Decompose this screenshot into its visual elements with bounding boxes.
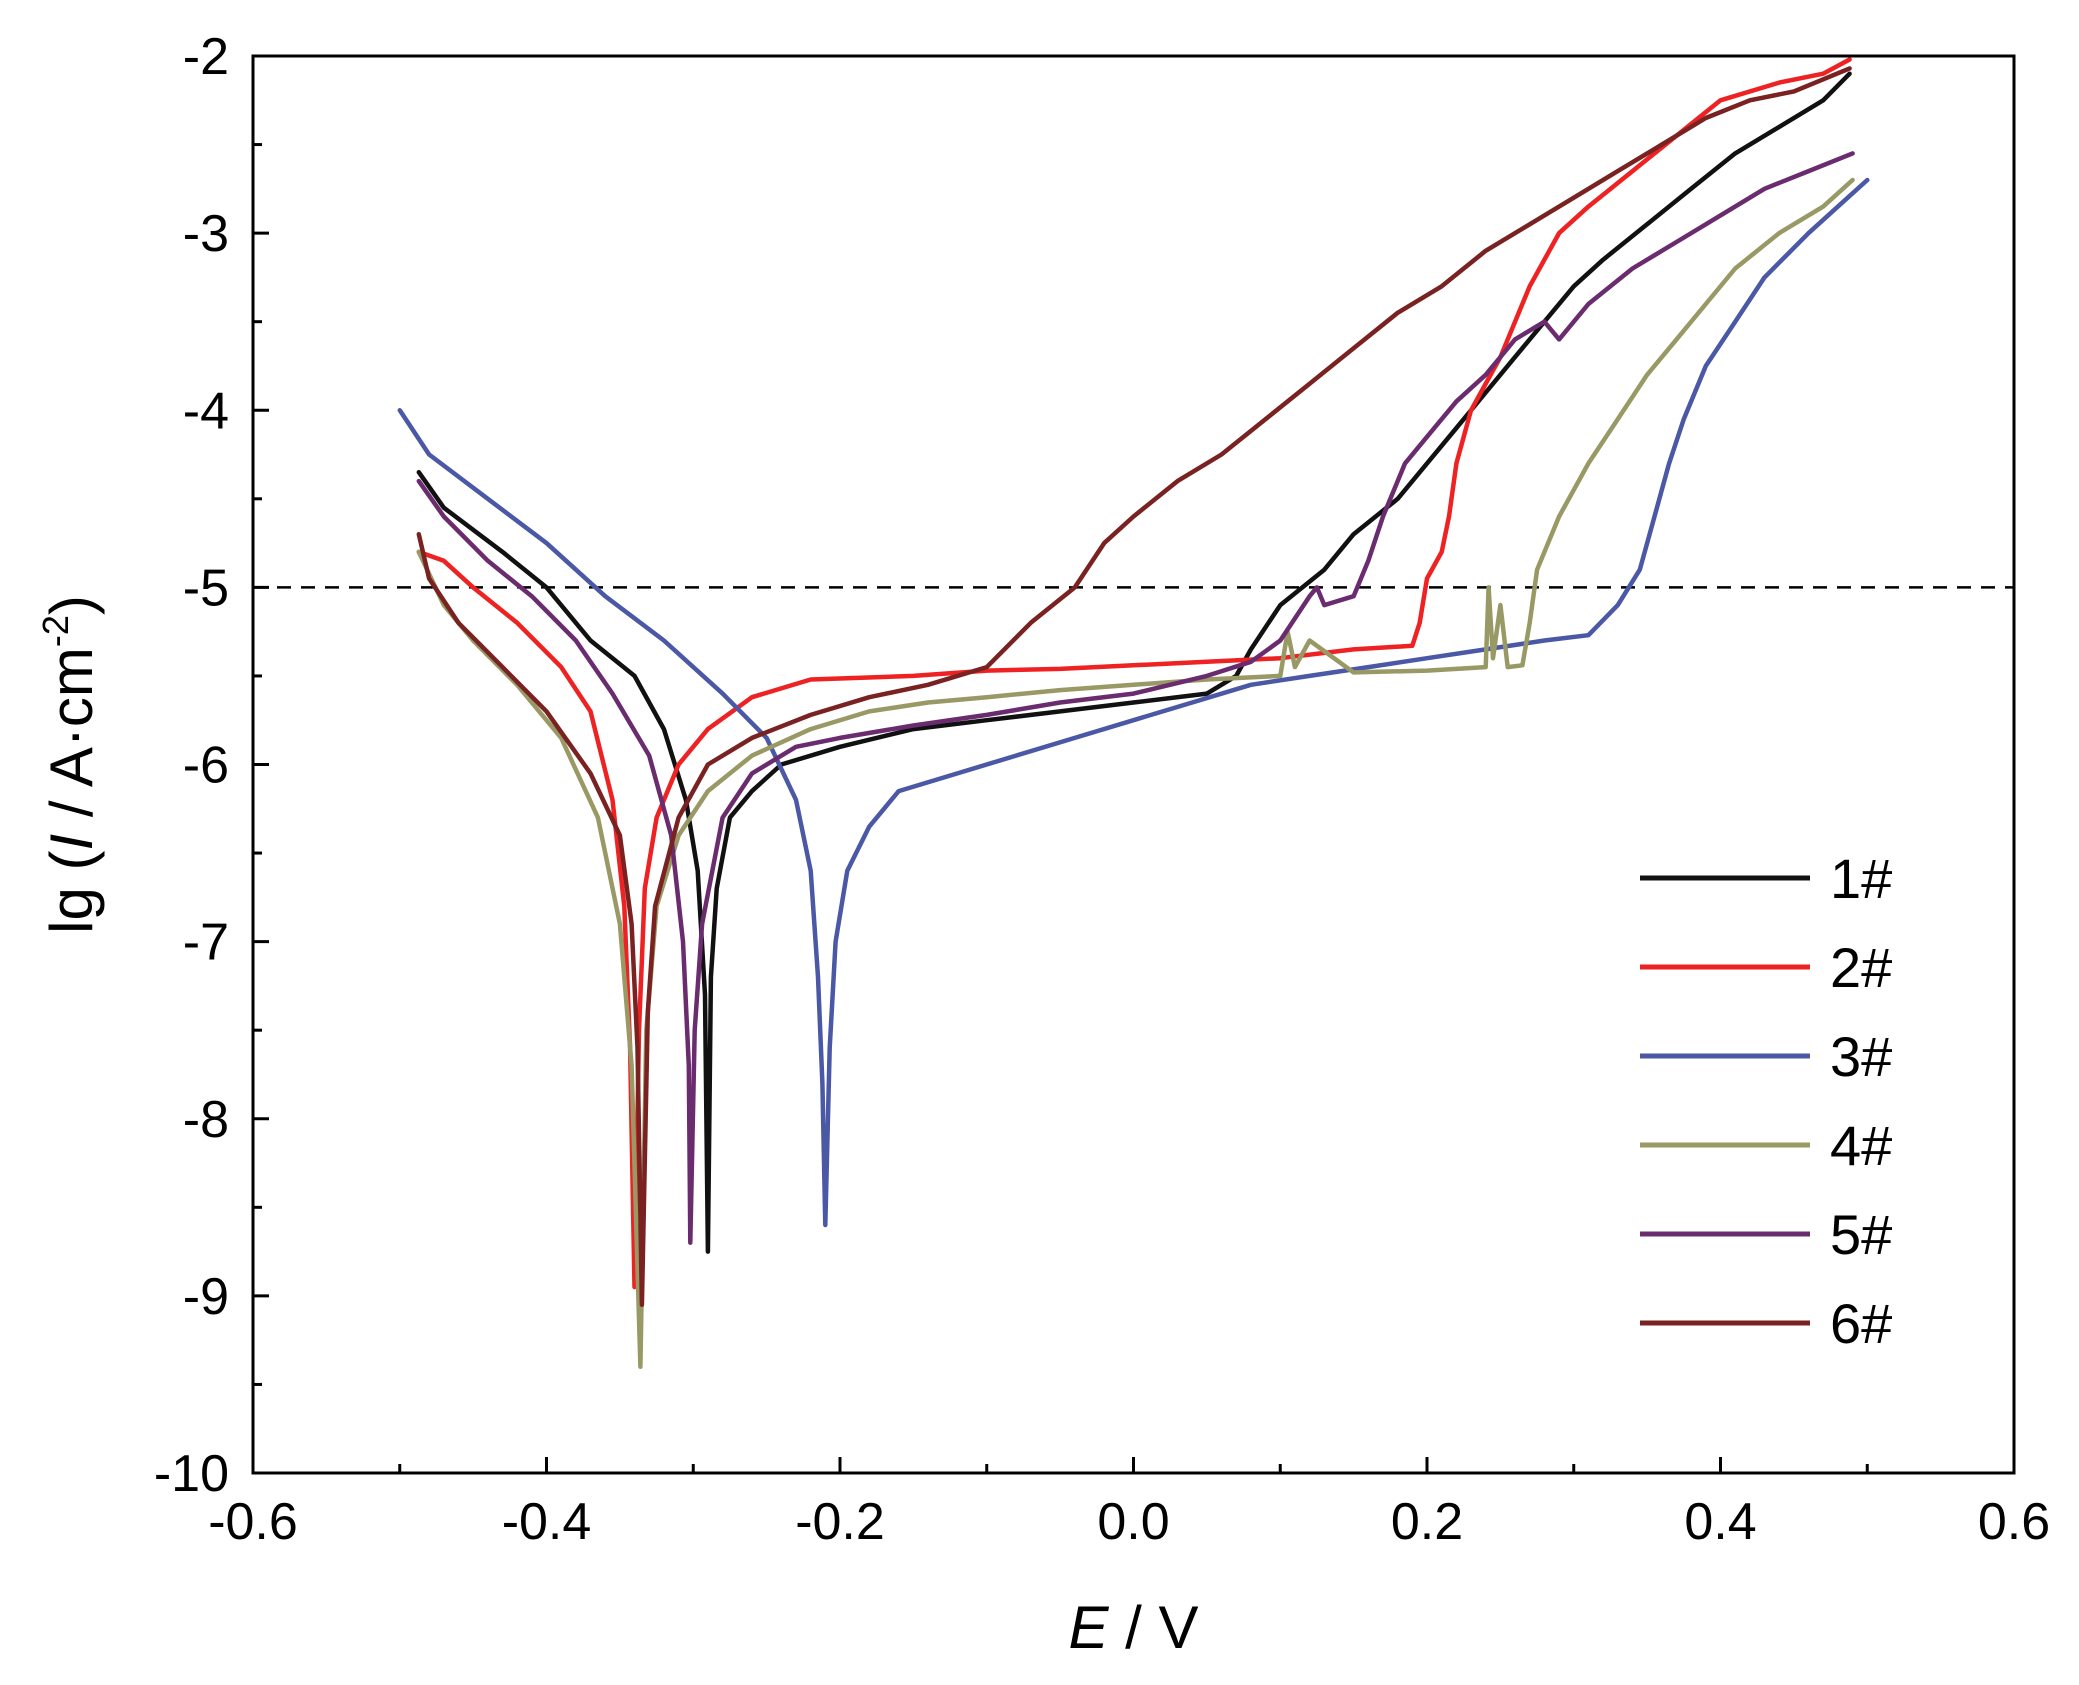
series-layer bbox=[397, 57, 1870, 1369]
y-axis-title-post: / A·cm bbox=[38, 647, 105, 834]
legend-label-2: 2# bbox=[1830, 936, 1892, 999]
series-line-6 bbox=[416, 66, 1852, 1307]
x-tick-label: -0.4 bbox=[502, 1493, 592, 1551]
y-tick-label: -8 bbox=[183, 1091, 229, 1149]
y-tick-label: -3 bbox=[183, 205, 229, 263]
y-tick-label: -5 bbox=[183, 559, 229, 617]
x-axis-title-italic: E bbox=[1068, 1594, 1109, 1661]
x-tick-label: 0.0 bbox=[1097, 1493, 1169, 1551]
legend-label-3: 3# bbox=[1830, 1025, 1892, 1088]
y-axis-title-sup: -2 bbox=[35, 615, 76, 647]
x-tick-label: 0.4 bbox=[1684, 1493, 1756, 1551]
x-tick-label: -0.2 bbox=[795, 1493, 885, 1551]
x-axis-title-rest: / V bbox=[1109, 1594, 1199, 1661]
x-tick-label: -0.6 bbox=[208, 1493, 298, 1551]
series-line-3 bbox=[397, 177, 1870, 1228]
y-axis-title-close: ) bbox=[38, 595, 105, 615]
y-axis-title: lg (I / A·cm-2) bbox=[35, 595, 105, 934]
x-tick-label: 0.6 bbox=[1978, 1493, 2050, 1551]
series-line-4 bbox=[416, 177, 1855, 1369]
y-tick-label: -4 bbox=[183, 382, 229, 440]
ticks-layer: -0.6 -0.4 -0.2 0.0 0.2 0.4 0.6 -10 -9 -8 -7 -6 -5 -4 -… bbox=[154, 28, 2050, 1551]
series-line-2 bbox=[416, 57, 1852, 1290]
y-tick-label: -6 bbox=[183, 737, 229, 795]
legend-label-1: 1# bbox=[1830, 847, 1892, 910]
series-line-1 bbox=[416, 71, 1852, 1254]
y-tick-label: -9 bbox=[183, 1268, 229, 1326]
series-line-5 bbox=[416, 151, 1855, 1245]
legend-label-4: 4# bbox=[1830, 1114, 1892, 1177]
y-tick-label: -10 bbox=[154, 1445, 229, 1503]
legend-label-5: 5# bbox=[1830, 1203, 1892, 1266]
x-tick-label: 0.2 bbox=[1391, 1493, 1463, 1551]
legend-label-6: 6# bbox=[1830, 1292, 1892, 1355]
legend: 1# 2# 3# 4# 5# 6# bbox=[1640, 847, 1892, 1355]
x-axis-title: E / V bbox=[1068, 1594, 1198, 1661]
y-axis-title-pre: lg ( bbox=[38, 850, 105, 933]
y-axis-title-italic: I bbox=[38, 834, 105, 851]
y-tick-label: -2 bbox=[183, 28, 229, 86]
y-tick-label: -7 bbox=[183, 914, 229, 972]
plot-frame bbox=[251, 54, 2016, 1475]
